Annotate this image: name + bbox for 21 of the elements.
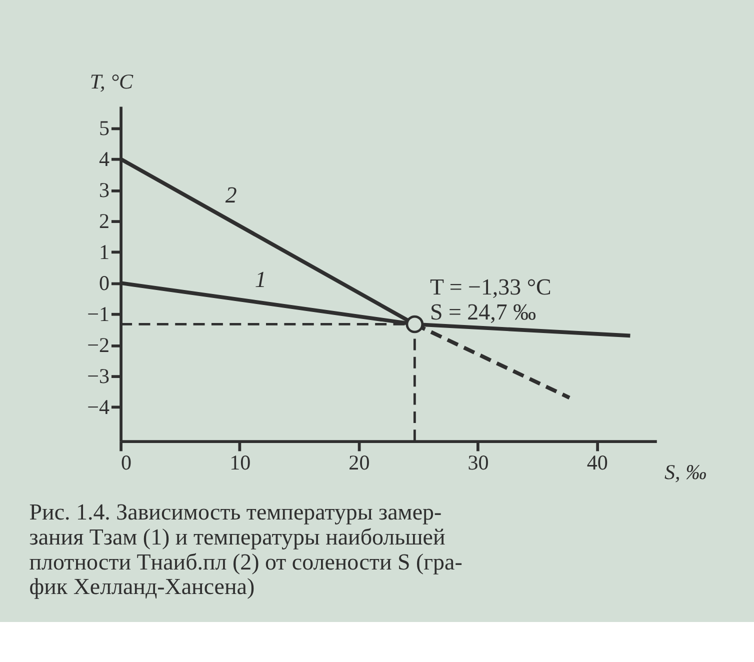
y-tick-label: 4: [99, 147, 110, 172]
x-tick-label: 20: [348, 450, 370, 474]
y-tick-label: 0: [99, 271, 110, 296]
series-label: 1: [254, 267, 266, 292]
x-tick-label: 30: [468, 450, 489, 474]
y-tick-label: −4: [87, 395, 110, 420]
series-label: 2: [225, 182, 237, 208]
y-tick-label: 2: [99, 209, 110, 234]
x-tick-label: 40: [586, 450, 608, 474]
annotation: T = −1,33 °C S = 24,7 ‰: [430, 274, 552, 324]
x-tick-label: 0: [121, 450, 132, 474]
y-tick-label: 1: [99, 240, 110, 264]
y-tick-label: −2: [87, 333, 110, 358]
y-axis-title: T, °C: [90, 70, 134, 94]
y-tick-label: −1: [87, 302, 110, 326]
y-tick-label: 5: [99, 116, 110, 140]
y-tick-label: 3: [99, 178, 110, 202]
x-axis-title: S, ‰: [664, 460, 707, 484]
y-tick-label: −3: [87, 364, 110, 388]
text: Рис. 1.4. Зависимость температуры замер- зания Tзам (1) и температуры наибольшей плотности Tнаиб.пл (2) от солености S (гра- фик Хелланд-Хансена): [29, 500, 462, 600]
x-tick-label: 10: [230, 450, 251, 474]
